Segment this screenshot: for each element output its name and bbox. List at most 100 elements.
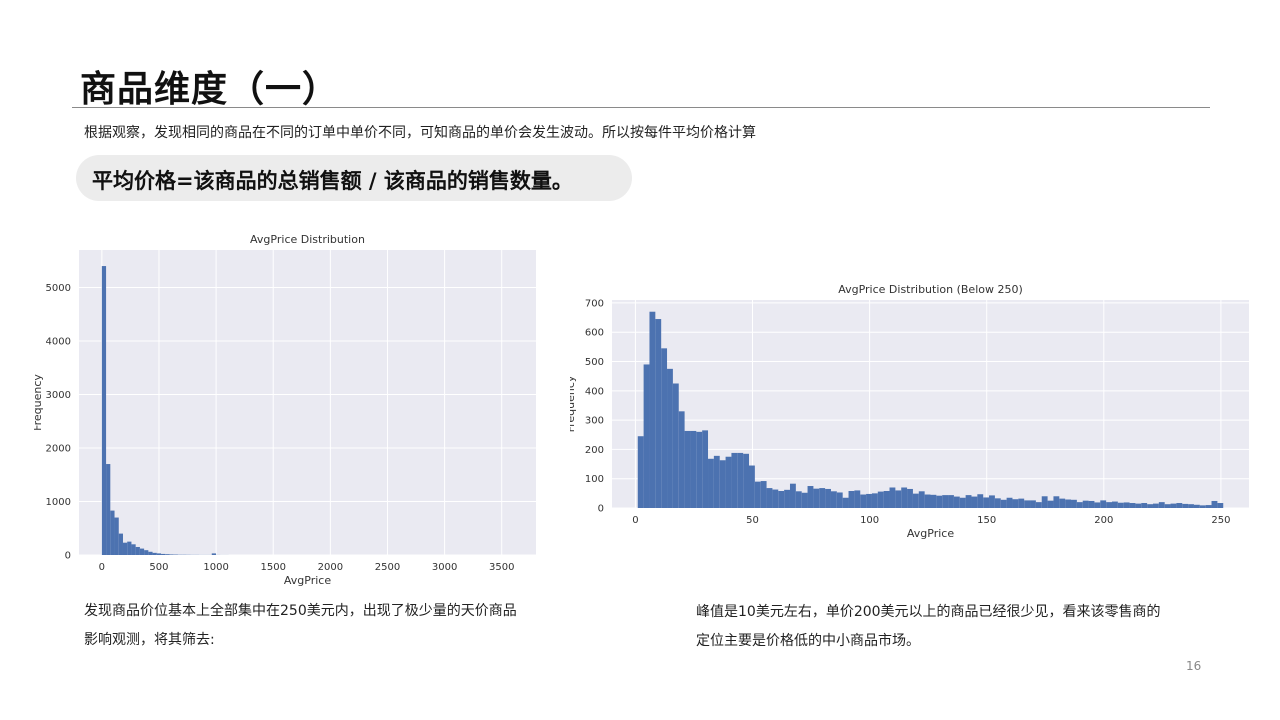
chart-title: AvgPrice Distribution (Below 250) xyxy=(838,283,1023,296)
histogram-bar xyxy=(678,411,685,508)
histogram-bar xyxy=(942,495,949,508)
page-number: 16 xyxy=(1186,659,1202,673)
plot-area xyxy=(79,250,536,555)
y-tick-label: 5000 xyxy=(46,283,71,294)
note-left: 发现商品价位基本上全部集中在250美元内，出现了极少量的天价商品影响观测，将其筛… xyxy=(84,603,517,648)
histogram-bar xyxy=(211,553,216,555)
histogram-bar xyxy=(1088,500,1095,508)
histogram-bar xyxy=(1117,502,1124,508)
histogram-bar xyxy=(930,494,937,508)
histogram-bar xyxy=(907,488,913,508)
histogram-bar xyxy=(918,491,925,508)
histogram-bar xyxy=(737,452,744,508)
histogram-bar xyxy=(1123,502,1130,508)
histogram-bar xyxy=(965,495,972,508)
histogram-bar xyxy=(1182,503,1189,508)
histogram-full: 0 500 1000 1500 2000 2500 3000 3500 0 1000 2000 300… xyxy=(34,228,544,593)
histogram-bar xyxy=(830,491,837,508)
histogram-bar xyxy=(953,496,960,508)
histogram-bar xyxy=(169,554,174,555)
histogram-bar xyxy=(131,544,136,555)
histogram-bar xyxy=(161,553,166,555)
histogram-bar xyxy=(148,551,153,555)
histogram-bar xyxy=(1164,504,1171,508)
x-tick-label: 1000 xyxy=(203,562,228,573)
histogram-bar xyxy=(883,491,890,508)
y-tick-label: 500 xyxy=(585,357,604,368)
histogram-bar xyxy=(871,493,878,508)
y-tick-label: 200 xyxy=(585,445,604,456)
histogram-bar xyxy=(989,495,995,508)
histogram-bar xyxy=(672,383,679,508)
histogram-below-250: 0 50 100 150 200 250 0 100 200 300 400 500 600 700 Avg… xyxy=(570,280,1260,550)
histogram-bar xyxy=(1065,499,1072,508)
histogram-bar xyxy=(977,494,984,508)
histogram-bar xyxy=(696,431,703,508)
x-tick-label: 3000 xyxy=(432,562,457,573)
note-right: 峰值是10美元左右，单价200美元以上的商品已经很少见，看来该零售商的定位主要是… xyxy=(696,604,1161,649)
x-tick-label: 50 xyxy=(746,515,759,526)
histogram-bar xyxy=(754,481,761,508)
histogram-bar xyxy=(825,488,831,508)
histogram-bar xyxy=(684,430,691,508)
x-tick-label: 500 xyxy=(149,562,168,573)
histogram-bar xyxy=(1012,499,1019,508)
y-axis-label: Frequency xyxy=(34,374,44,431)
histogram-bar xyxy=(1129,503,1136,508)
chart-title: AvgPrice Distribution xyxy=(250,233,365,246)
histogram-bar xyxy=(702,430,709,508)
x-tick-label: 3500 xyxy=(489,562,514,573)
histogram-bar xyxy=(144,550,149,555)
y-axis-label: Frequency xyxy=(570,375,577,432)
histogram-bar xyxy=(889,487,896,508)
histogram-bar xyxy=(848,491,855,508)
histogram-bar xyxy=(1199,505,1206,508)
histogram-bar xyxy=(983,497,990,508)
histogram-bar xyxy=(789,483,796,508)
histogram-bar xyxy=(1035,502,1042,508)
histogram-bar xyxy=(719,460,726,508)
histogram-bar xyxy=(731,452,738,508)
formula-banner xyxy=(76,155,632,201)
x-tick-label: 0 xyxy=(99,562,105,573)
histogram-bar xyxy=(778,491,785,508)
histogram-bar xyxy=(106,464,111,555)
histogram-bar xyxy=(1106,502,1112,508)
histogram-bar xyxy=(895,490,902,508)
histogram-bar xyxy=(1193,504,1200,508)
histogram-bar xyxy=(749,465,755,508)
histogram-bar xyxy=(1158,502,1165,508)
histogram-bar xyxy=(139,548,145,555)
histogram-bar xyxy=(1141,503,1148,508)
histogram-full-svg: 0 500 1000 1500 2000 2500 3000 3500 0 1000 2000 300… xyxy=(34,233,536,587)
histogram-bar xyxy=(1111,501,1118,508)
histogram-bar xyxy=(1100,500,1107,508)
histogram-bar xyxy=(1024,500,1031,508)
x-axis-label: AvgPrice xyxy=(907,527,954,540)
histogram-bar xyxy=(110,510,115,555)
histogram-bar xyxy=(127,541,132,555)
y-tick-label: 0 xyxy=(65,551,71,562)
y-tick-label: 300 xyxy=(585,416,604,427)
histogram-bar xyxy=(801,492,808,508)
y-tick-label: 400 xyxy=(585,386,604,397)
slide-title: 商品维度（一） xyxy=(80,69,340,110)
histogram-bar xyxy=(766,488,773,508)
histogram-bar xyxy=(877,491,884,508)
histogram-bar xyxy=(936,495,943,508)
histogram-bar xyxy=(1006,497,1013,508)
histogram-below-250-svg: 0 50 100 150 200 250 0 100 200 300 400 500 600 700 Avg… xyxy=(570,283,1249,540)
histogram-bar xyxy=(1030,500,1036,508)
histogram-bar xyxy=(1147,504,1153,508)
x-tick-label: 2000 xyxy=(318,562,343,573)
histogram-bar xyxy=(1071,499,1077,508)
histogram-bar xyxy=(713,455,720,508)
x-tick-label: 1500 xyxy=(260,562,285,573)
histogram-bar xyxy=(135,546,140,555)
histogram-bar xyxy=(1076,502,1083,508)
histogram-bar xyxy=(959,497,966,508)
y-tick-label: 1000 xyxy=(46,497,71,508)
histogram-bar xyxy=(725,456,732,508)
histogram-bar xyxy=(971,496,978,508)
y-tick-label: 3000 xyxy=(46,390,71,401)
